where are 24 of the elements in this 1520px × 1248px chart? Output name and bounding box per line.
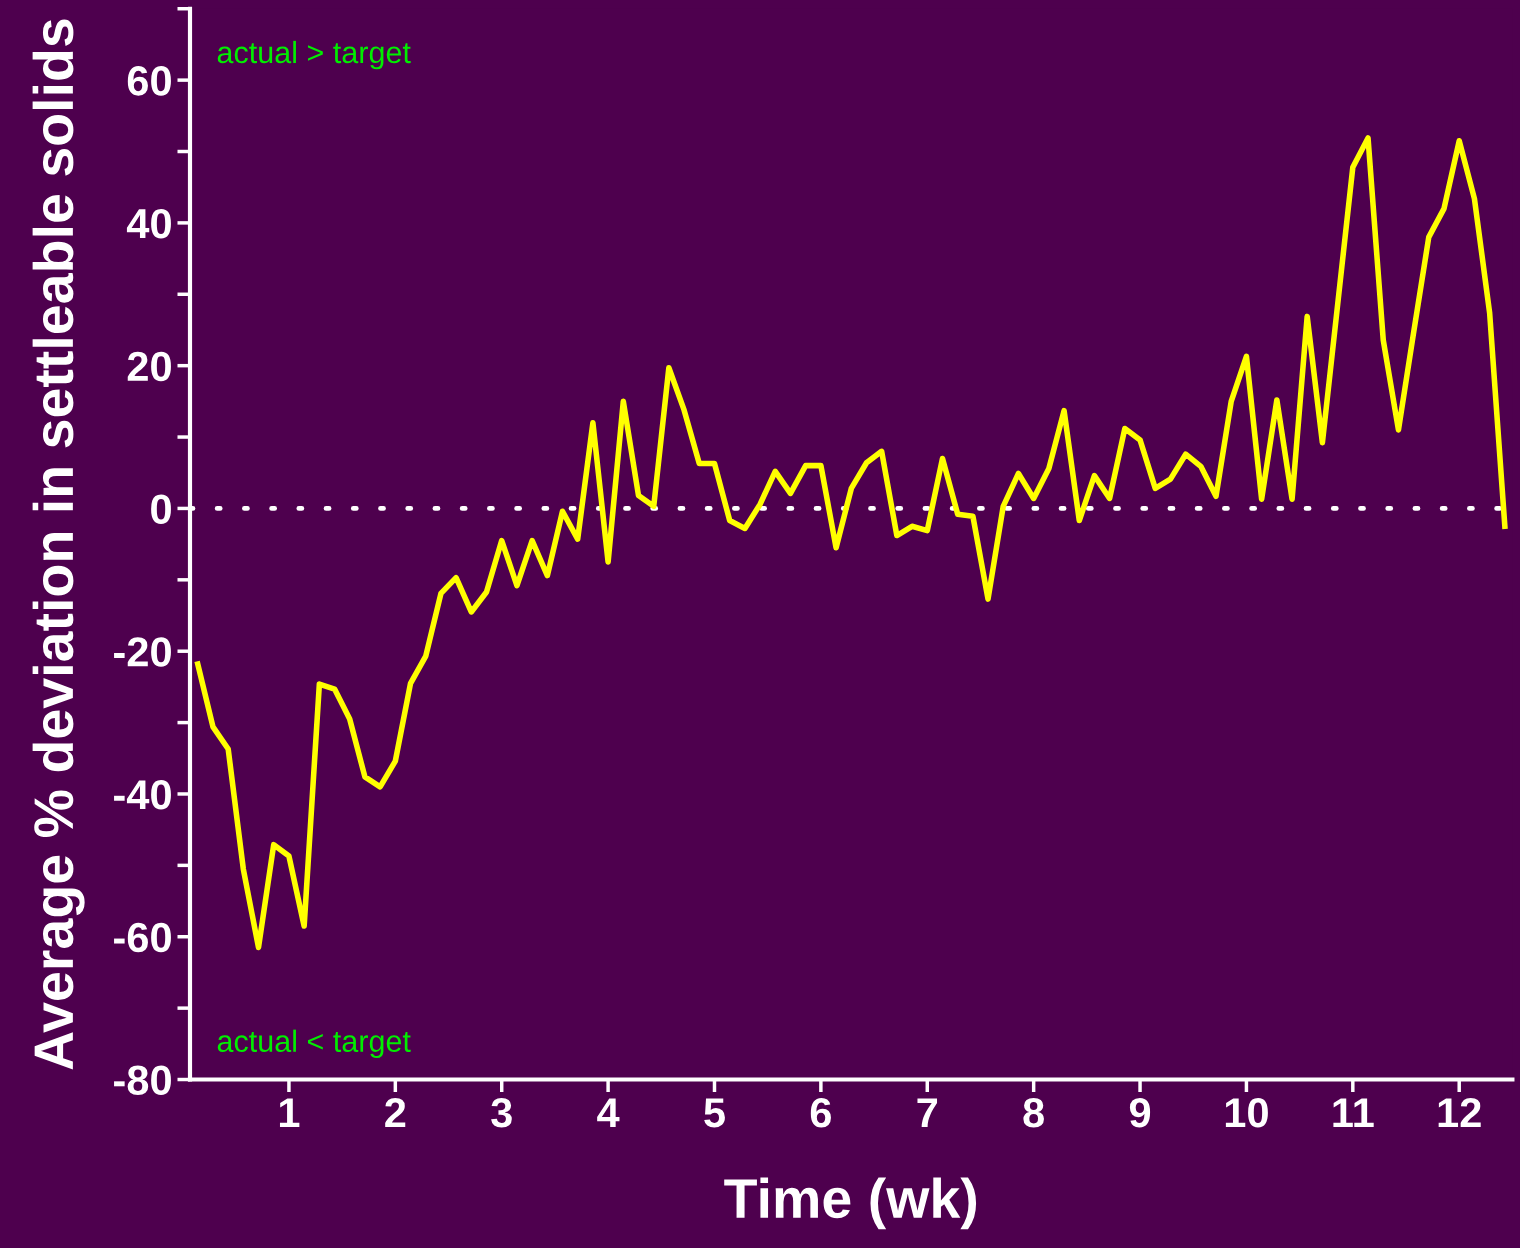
x-tick-label: 5 — [704, 1098, 725, 1128]
x-tick-label: 9 — [1129, 1097, 1151, 1128]
y-tick-label: 60 — [127, 66, 171, 96]
annotation: actual > target — [217, 40, 411, 70]
x-tick-label: 8 — [1023, 1097, 1044, 1128]
x-tick-label: 12 — [1438, 1097, 1481, 1128]
x-axis-title: Time (wk) — [724, 1177, 977, 1230]
x-tick-label: 10 — [1225, 1097, 1268, 1128]
y-tick-label: 40 — [126, 208, 171, 239]
x-tick-label: 4 — [597, 1098, 620, 1128]
y-tick-label: -80 — [114, 1065, 171, 1096]
y-tick-label: 20 — [127, 351, 171, 382]
x-tick-label: 6 — [810, 1097, 831, 1128]
x-tick-label: 2 — [385, 1097, 406, 1128]
y-tick-label: -20 — [114, 637, 171, 667]
y-tick-label: -40 — [114, 779, 171, 810]
x-tick-label: 7 — [917, 1098, 938, 1128]
y-tick-label: 0 — [151, 494, 171, 524]
x-tick-label: 3 — [491, 1097, 512, 1128]
annotation: actual < target — [217, 1029, 411, 1059]
y-axis-title: Average % deviation in settleable solids — [32, 19, 85, 1070]
x-tick-label: 11 — [1333, 1098, 1374, 1128]
x-tick-label: 1 — [279, 1098, 300, 1128]
y-tick-label: -60 — [114, 922, 171, 953]
